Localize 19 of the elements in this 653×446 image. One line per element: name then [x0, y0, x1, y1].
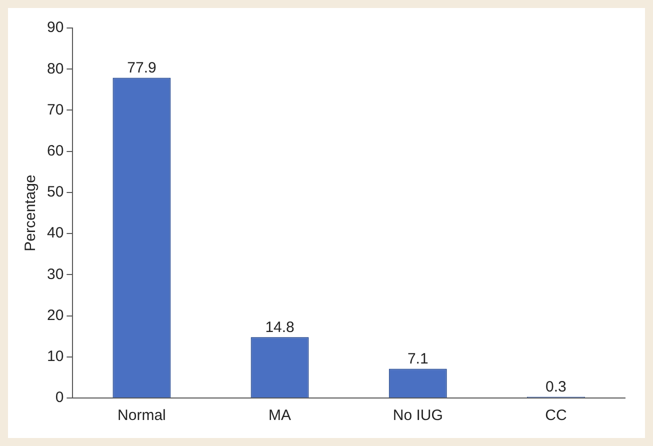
y-tick-label: 20: [46, 306, 64, 324]
x-tick-label: No IUG: [392, 407, 443, 424]
data-label: 0.3: [546, 378, 566, 396]
y-tick-label: 60: [46, 142, 64, 160]
x-tick-label: MA: [268, 407, 292, 424]
data-label: 14.8: [265, 318, 294, 336]
y-tick-label: 90: [46, 19, 64, 36]
x-tick-label: Normal: [118, 407, 166, 424]
y-tick-label: 30: [46, 266, 64, 283]
y-tick-label: 40: [46, 224, 64, 242]
y-axis-title: Percentage: [22, 174, 40, 252]
y-tick-label: 70: [46, 101, 64, 118]
y-tick-label: 0: [55, 389, 64, 406]
y-tick-label: 80: [46, 60, 64, 78]
x-tick-label: CC: [545, 407, 567, 424]
data-label: 7.1: [407, 350, 428, 368]
y-tick-label: 50: [46, 184, 64, 201]
y-tick-label: 10: [46, 348, 64, 366]
data-label: 77.9: [127, 59, 156, 76]
